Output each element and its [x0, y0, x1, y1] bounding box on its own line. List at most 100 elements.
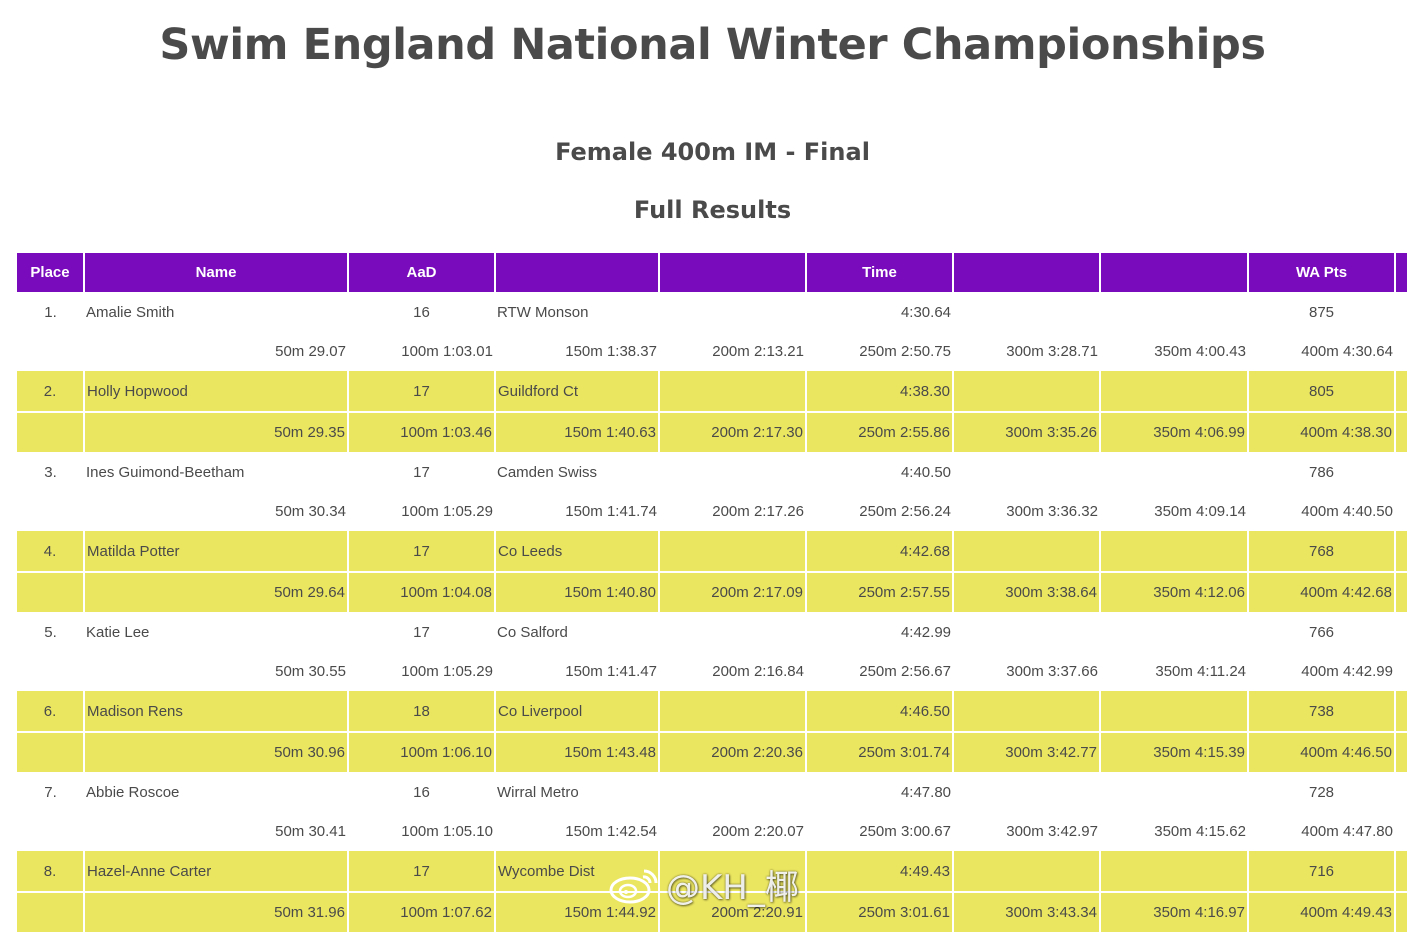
swimmer-name-cell: Abbie Roscoe	[86, 783, 180, 801]
split-cell: 150m 1:44.92	[495, 891, 660, 932]
empty-cell	[1395, 652, 1408, 691]
header-place: Place	[17, 253, 85, 292]
split-cell: 350m 4:16.97	[1100, 891, 1249, 932]
split-cell: 250m 3:01.61	[806, 891, 954, 932]
page-title: Swim England National Winter Championshi…	[159, 20, 1266, 70]
split-cell: 250m 2:56.67	[859, 663, 951, 680]
empty-cell	[659, 292, 806, 332]
section-title: Full Results	[633, 196, 792, 224]
empty-cell	[1100, 452, 1248, 492]
splits-row: 50m 30.34 100m 1:05.29 150m 1:41.74 200m 2:…	[17, 492, 1408, 531]
empty-cell	[17, 571, 85, 612]
empty-cell	[1395, 452, 1408, 492]
empty-cell	[659, 531, 807, 572]
empty-cell	[17, 731, 85, 772]
split-cell: 200m 2:20.36	[659, 731, 807, 772]
place-cell: 8.	[17, 851, 85, 892]
place-cell: 4.	[17, 531, 85, 572]
wa-pts-cell: 728	[1308, 783, 1335, 801]
wa-pts-cell: 786	[1308, 463, 1335, 481]
split-cell: 350m 4:12.06	[1100, 571, 1249, 612]
empty-cell	[659, 691, 807, 732]
empty-cell	[1395, 411, 1409, 452]
empty-cell	[17, 652, 84, 691]
header-aad: AaD	[348, 253, 496, 292]
split-cell: 300m 3:28.71	[1006, 343, 1098, 360]
split-cell: 350m 4:00.43	[1154, 343, 1246, 360]
empty-cell	[659, 371, 807, 412]
split-cell: 400m 4:42.99	[1301, 663, 1393, 680]
swimmer-name-cell: Amalie Smith	[86, 303, 175, 321]
split-cell: 200m 2:17.09	[659, 571, 807, 612]
split-cell: 300m 3:42.97	[1006, 823, 1098, 840]
empty-cell	[1100, 691, 1249, 732]
empty-cell	[953, 371, 1101, 412]
split-cell: 250m 2:57.55	[806, 571, 954, 612]
empty-cell	[1395, 571, 1409, 612]
empty-cell	[953, 691, 1101, 732]
wa-pts-cell: 738	[1248, 691, 1396, 732]
swimmer-name-cell: Madison Rens	[84, 691, 349, 732]
club-cell: Wycombe Dist	[495, 851, 660, 892]
split-cell: 100m 1:04.08	[348, 571, 496, 612]
time-cell: 4:40.50	[900, 463, 951, 481]
empty-cell	[1100, 772, 1248, 812]
split-cell: 100m 1:07.62	[348, 891, 496, 932]
result-row: 8. Hazel-Anne Carter 17 Wycombe Dist 4:49.43…	[17, 851, 1409, 892]
split-cell: 50m 29.07	[275, 343, 346, 360]
result-row: 3. Ines Guimond-Beetham 17 Camden Swiss 4:40…	[17, 452, 1408, 492]
split-cell: 250m 2:55.86	[806, 411, 954, 452]
split-cell: 250m 2:50.75	[859, 343, 951, 360]
header-club	[495, 253, 660, 292]
empty-cell	[659, 851, 807, 892]
aad-cell: 17	[348, 531, 496, 572]
empty-cell	[17, 332, 84, 371]
aad-cell: 18	[348, 691, 496, 732]
place-cell: 7.	[44, 783, 57, 801]
split-cell: 400m 4:40.50	[1301, 503, 1393, 520]
split-cell: 50m 30.96	[84, 731, 349, 772]
empty-cell	[17, 891, 85, 932]
splits-row: 50m 29.07 100m 1:03.01 150m 1:38.37 200m 2:…	[17, 332, 1408, 371]
header-blank-3	[1100, 253, 1249, 292]
split-cell: 150m 1:43.48	[495, 731, 660, 772]
empty-cell	[1395, 772, 1408, 812]
empty-cell	[1395, 332, 1408, 371]
empty-cell	[1100, 371, 1249, 412]
split-cell: 400m 4:46.50	[1248, 731, 1396, 772]
split-cell: 400m 4:47.80	[1301, 823, 1393, 840]
split-cell: 100m 1:03.01	[401, 343, 493, 360]
empty-cell	[953, 851, 1101, 892]
split-cell: 200m 2:20.07	[712, 823, 804, 840]
split-cell: 50m 31.96	[84, 891, 349, 932]
split-cell: 250m 2:56.24	[859, 503, 951, 520]
header-blank-4	[1395, 253, 1409, 292]
aad-cell: 17	[348, 371, 496, 412]
split-cell: 350m 4:15.62	[1154, 823, 1246, 840]
results-body: 1. Amalie Smith 16 RTW Monson 4:30.64 875 50m …	[17, 292, 1409, 932]
event-title: Female 400m IM - Final	[555, 138, 870, 166]
empty-cell	[1395, 371, 1409, 412]
split-cell: 150m 1:40.80	[495, 571, 660, 612]
time-cell: 4:47.80	[900, 783, 951, 801]
time-cell: 4:42.68	[806, 531, 954, 572]
splits-row: 50m 30.96 100m 1:06.10 150m 1:43.48 200m 2:…	[17, 731, 1409, 772]
split-cell: 50m 30.55	[275, 663, 346, 680]
aad-cell: 17	[348, 851, 496, 892]
time-cell: 4:30.64	[900, 303, 951, 321]
empty-cell	[17, 492, 84, 531]
empty-cell	[1100, 292, 1248, 332]
split-cell: 150m 1:41.74	[565, 503, 657, 520]
time-cell: 4:49.43	[806, 851, 954, 892]
club-cell: RTW Monson	[497, 303, 589, 321]
swimmer-name-cell: Hazel-Anne Carter	[84, 851, 349, 892]
wa-pts-cell: 805	[1248, 371, 1396, 412]
split-cell: 200m 2:16.84	[712, 663, 804, 680]
club-cell: Wirral Metro	[497, 783, 579, 801]
header-time: Time	[806, 253, 954, 292]
header-blank-2	[953, 253, 1101, 292]
split-cell: 100m 1:05.10	[401, 823, 493, 840]
results-header-row: Place Name AaD Time WA Pts	[17, 253, 1409, 292]
header-blank-1	[659, 253, 807, 292]
results-table: Place Name AaD Time WA Pts 1. Amalie Smit…	[17, 253, 1409, 932]
